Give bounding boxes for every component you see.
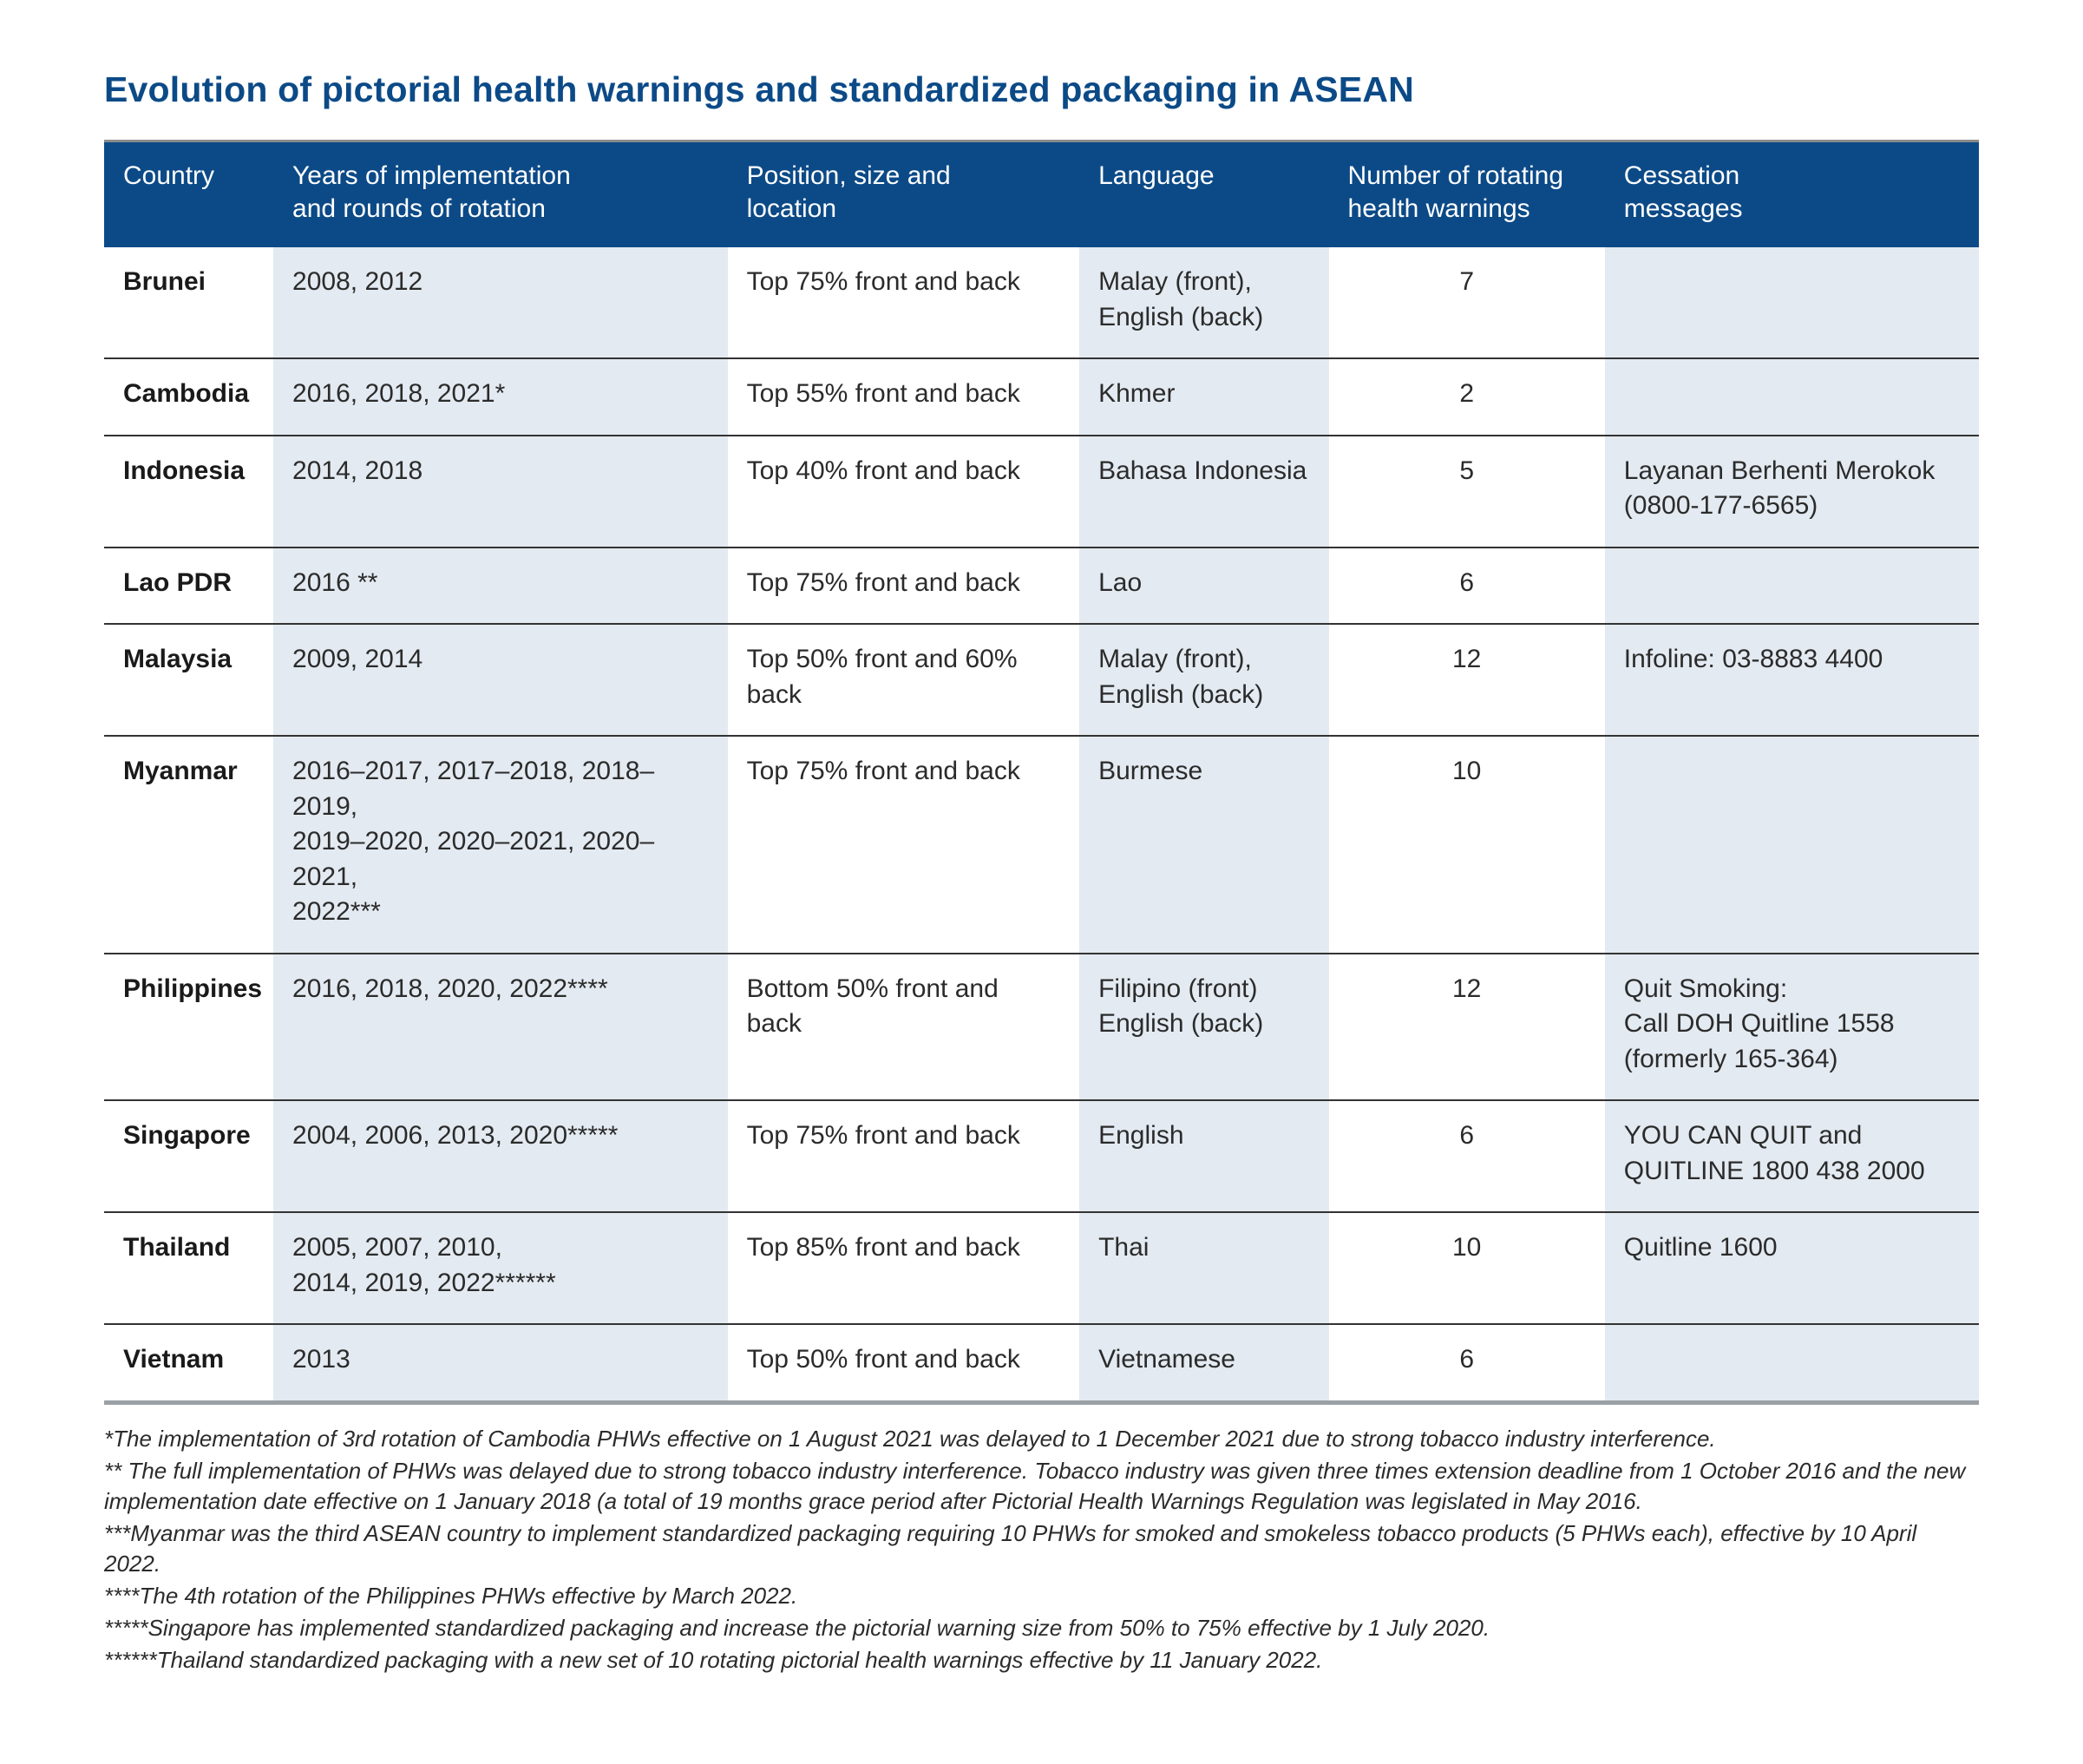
cell-language: Vietnamese (1079, 1324, 1328, 1402)
cell-rotating: 10 (1329, 1212, 1605, 1324)
cell-cessation (1605, 247, 1979, 358)
cell-rotating: 12 (1329, 624, 1605, 736)
cell-country: Brunei (104, 247, 273, 358)
cell-years: 2016, 2018, 2020, 2022**** (273, 954, 728, 1101)
cell-years: 2014, 2018 (273, 436, 728, 548)
phw-table: CountryYears of implementationand rounds… (104, 140, 1979, 1405)
table-row: Singapore2004, 2006, 2013, 2020*****Top … (104, 1100, 1979, 1212)
cell-rotating: 2 (1329, 358, 1605, 436)
cell-language: Thai (1079, 1212, 1328, 1324)
cell-position: Bottom 50% front and back (728, 954, 1080, 1101)
cell-rotating: 6 (1329, 1324, 1605, 1402)
cell-cessation: Layanan Berhenti Merokok(0800-177-6565) (1605, 436, 1979, 548)
cell-cessation (1605, 358, 1979, 436)
cell-language: Burmese (1079, 736, 1328, 954)
table-body: Brunei2008, 2012Top 75% front and backMa… (104, 247, 1979, 1402)
table-head-row: CountryYears of implementationand rounds… (104, 141, 1979, 248)
cell-years: 2016 ** (273, 548, 728, 625)
table-row: Vietnam2013Top 50% front and backVietnam… (104, 1324, 1979, 1402)
page: Evolution of pictorial health warnings a… (0, 0, 2083, 1764)
cell-rotating: 12 (1329, 954, 1605, 1101)
cell-country: Thailand (104, 1212, 273, 1324)
cell-position: Top 85% front and back (728, 1212, 1080, 1324)
cell-years: 2013 (273, 1324, 728, 1402)
cell-cessation (1605, 736, 1979, 954)
footnote: ** The full implementation of PHWs was d… (104, 1456, 1979, 1517)
cell-position: Top 75% front and back (728, 548, 1080, 625)
footnote: ****The 4th rotation of the Philippines … (104, 1581, 1979, 1611)
cell-country: Indonesia (104, 436, 273, 548)
col-header-country: Country (104, 141, 273, 248)
footnote: *The implementation of 3rd rotation of C… (104, 1424, 1979, 1454)
cell-country: Vietnam (104, 1324, 273, 1402)
cell-rotating: 5 (1329, 436, 1605, 548)
cell-position: Top 75% front and back (728, 1100, 1080, 1212)
table-row: Indonesia2014, 2018Top 40% front and bac… (104, 436, 1979, 548)
cell-years: 2009, 2014 (273, 624, 728, 736)
cell-position: Top 50% front and 60% back (728, 624, 1080, 736)
cell-position: Top 55% front and back (728, 358, 1080, 436)
cell-language: Bahasa Indonesia (1079, 436, 1328, 548)
cell-country: Lao PDR (104, 548, 273, 625)
col-header-cessation: Cessationmessages (1605, 141, 1979, 248)
cell-position: Top 40% front and back (728, 436, 1080, 548)
table-head: CountryYears of implementationand rounds… (104, 141, 1979, 248)
table-row: Thailand2005, 2007, 2010,2014, 2019, 202… (104, 1212, 1979, 1324)
cell-cessation (1605, 548, 1979, 625)
cell-cessation: YOU CAN QUIT andQUITLINE 1800 438 2000 (1605, 1100, 1979, 1212)
table-row: Cambodia2016, 2018, 2021*Top 55% front a… (104, 358, 1979, 436)
col-header-language: Language (1079, 141, 1328, 248)
table-row: Philippines2016, 2018, 2020, 2022****Bot… (104, 954, 1979, 1101)
table-row: Malaysia2009, 2014Top 50% front and 60% … (104, 624, 1979, 736)
cell-cessation (1605, 1324, 1979, 1402)
cell-position: Top 50% front and back (728, 1324, 1080, 1402)
cell-cessation: Quit Smoking:Call DOH Quitline 1558(form… (1605, 954, 1979, 1101)
footnote: ******Thailand standardized packaging wi… (104, 1645, 1979, 1675)
cell-years: 2016, 2018, 2021* (273, 358, 728, 436)
footnote: *****Singapore has implemented standardi… (104, 1613, 1979, 1643)
cell-cessation: Quitline 1600 (1605, 1212, 1979, 1324)
table-row: Brunei2008, 2012Top 75% front and backMa… (104, 247, 1979, 358)
page-title: Evolution of pictorial health warnings a… (104, 69, 1979, 110)
cell-position: Top 75% front and back (728, 736, 1080, 954)
cell-years: 2016–2017, 2017–2018, 2018–2019,2019–202… (273, 736, 728, 954)
col-header-position: Position, size andlocation (728, 141, 1080, 248)
cell-rotating: 7 (1329, 247, 1605, 358)
cell-country: Cambodia (104, 358, 273, 436)
footnotes: *The implementation of 3rd rotation of C… (104, 1424, 1979, 1676)
cell-language: Malay (front),English (back) (1079, 247, 1328, 358)
cell-language: Malay (front),English (back) (1079, 624, 1328, 736)
table-row: Myanmar2016–2017, 2017–2018, 2018–2019,2… (104, 736, 1979, 954)
cell-rotating: 10 (1329, 736, 1605, 954)
cell-rotating: 6 (1329, 1100, 1605, 1212)
cell-rotating: 6 (1329, 548, 1605, 625)
cell-years: 2008, 2012 (273, 247, 728, 358)
cell-country: Philippines (104, 954, 273, 1101)
cell-language: Lao (1079, 548, 1328, 625)
cell-language: Filipino (front)English (back) (1079, 954, 1328, 1101)
cell-years: 2004, 2006, 2013, 2020***** (273, 1100, 728, 1212)
cell-country: Singapore (104, 1100, 273, 1212)
cell-country: Malaysia (104, 624, 273, 736)
footnote: ***Myanmar was the third ASEAN country t… (104, 1518, 1979, 1579)
cell-language: Khmer (1079, 358, 1328, 436)
col-header-years: Years of implementationand rounds of rot… (273, 141, 728, 248)
cell-language: English (1079, 1100, 1328, 1212)
cell-position: Top 75% front and back (728, 247, 1080, 358)
table-row: Lao PDR2016 **Top 75% front and backLao6 (104, 548, 1979, 625)
cell-years: 2005, 2007, 2010,2014, 2019, 2022****** (273, 1212, 728, 1324)
col-header-rotating: Number of rotatinghealth warnings (1329, 141, 1605, 248)
cell-country: Myanmar (104, 736, 273, 954)
cell-cessation: Infoline: 03-8883 4400 (1605, 624, 1979, 736)
